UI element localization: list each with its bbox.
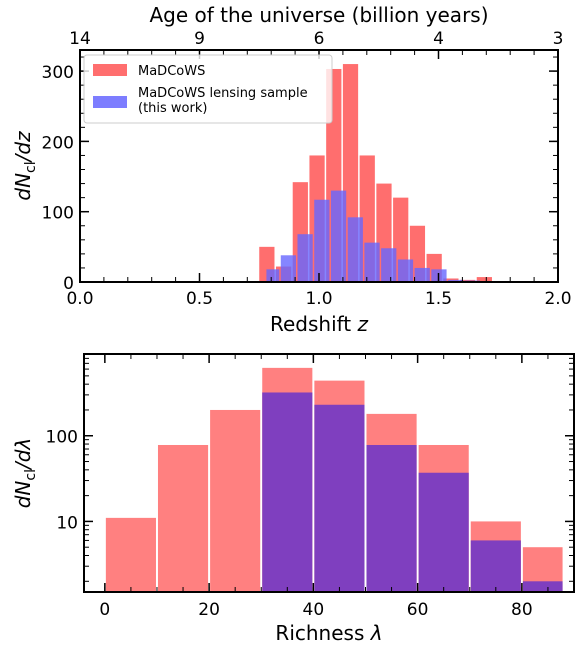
redshift-bar-lensing [397, 259, 414, 282]
top-axis-ticks: 14 9 6 4 3 [69, 29, 563, 59]
redshift-bar-lensing [364, 242, 380, 282]
legend-swatch-lensing [93, 96, 127, 108]
x-tick-label: 60 [407, 600, 429, 620]
richness-x-axis-title: Richness λ [275, 621, 382, 645]
y-tick-label: 300 [42, 63, 74, 83]
redshift-bar-madcows [476, 277, 492, 282]
x-tick-label: 80 [511, 600, 533, 620]
legend-swatch-madcows [93, 64, 127, 76]
y-tick-label: 10 [56, 513, 78, 533]
legend: MaDCoWS MaDCoWS lensing sample (this wor… [83, 54, 333, 124]
redshift-x-axis-title: Redshift z [270, 312, 369, 336]
x-tick-label: 1.5 [425, 289, 452, 309]
x-tick-label: 0 [99, 600, 110, 620]
richness-bar-madcows [210, 409, 261, 592]
richness-bars-lensing [262, 392, 563, 592]
richness-plot-frame [83, 353, 575, 593]
richness-bar-lensing [314, 404, 365, 592]
x-tick-label: 1.0 [305, 289, 332, 309]
redshift-bar-lensing [448, 279, 464, 282]
redshift-bar-lensing [414, 267, 430, 282]
redshift-panel: Age of the universe (billion years) 14 9 6… [11, 3, 572, 336]
richness-bar-lensing [470, 540, 521, 592]
redshift-bar-lensing [347, 217, 363, 282]
richness-bar-madcows [157, 444, 209, 592]
x-tick-label: 0.5 [186, 289, 213, 309]
redshift-plot-frame [79, 49, 559, 283]
redshift-bar-lensing [330, 190, 347, 282]
redshift-bar-lensing [381, 248, 397, 282]
y-tick-label: 0 [63, 274, 74, 294]
richness-bar-lensing [418, 472, 469, 592]
y-tick-label: 100 [42, 204, 74, 224]
redshift-bar-lensing [297, 234, 313, 282]
top-tick-label: 3 [553, 29, 564, 49]
top-tick-label: 9 [194, 29, 205, 49]
richness-bar-madcows [105, 517, 156, 592]
richness-y-axis-title: dNcl/dλ [11, 438, 39, 509]
redshift-bar-lensing [280, 255, 296, 282]
richness-panel: 0 20 40 60 80 10 100 Richness λ dNcl/dλ [11, 353, 575, 645]
redshift-bars-lensing [266, 190, 481, 282]
top-tick-label: 4 [433, 29, 444, 49]
top-tick-label: 6 [314, 29, 325, 49]
y-tick-label: 100 [46, 428, 78, 448]
y-tick-label: 200 [42, 133, 74, 153]
redshift-bar-lensing [314, 199, 330, 282]
richness-bar-lensing [522, 581, 563, 592]
legend-label-madcows: MaDCoWS [138, 64, 205, 79]
x-tick-label: 20 [198, 600, 220, 620]
richness-bar-lensing [366, 444, 417, 592]
top-tick-label: 14 [69, 29, 91, 49]
legend-box [83, 54, 333, 124]
richness-bar-lensing [262, 392, 313, 592]
richness-axis-ticks: 0 20 40 60 80 10 100 [46, 354, 574, 620]
redshift-y-axis-title: dNcl/dz [11, 131, 39, 201]
x-tick-label: 0.0 [66, 289, 93, 309]
x-tick-label: 40 [303, 600, 325, 620]
legend-label-lensing: MaDCoWS lensing sample (this work) [138, 86, 312, 116]
top-axis-title: Age of the universe (billion years) [149, 3, 488, 27]
x-tick-label: 2.0 [544, 289, 571, 309]
redshift-bar-lensing [266, 269, 280, 282]
